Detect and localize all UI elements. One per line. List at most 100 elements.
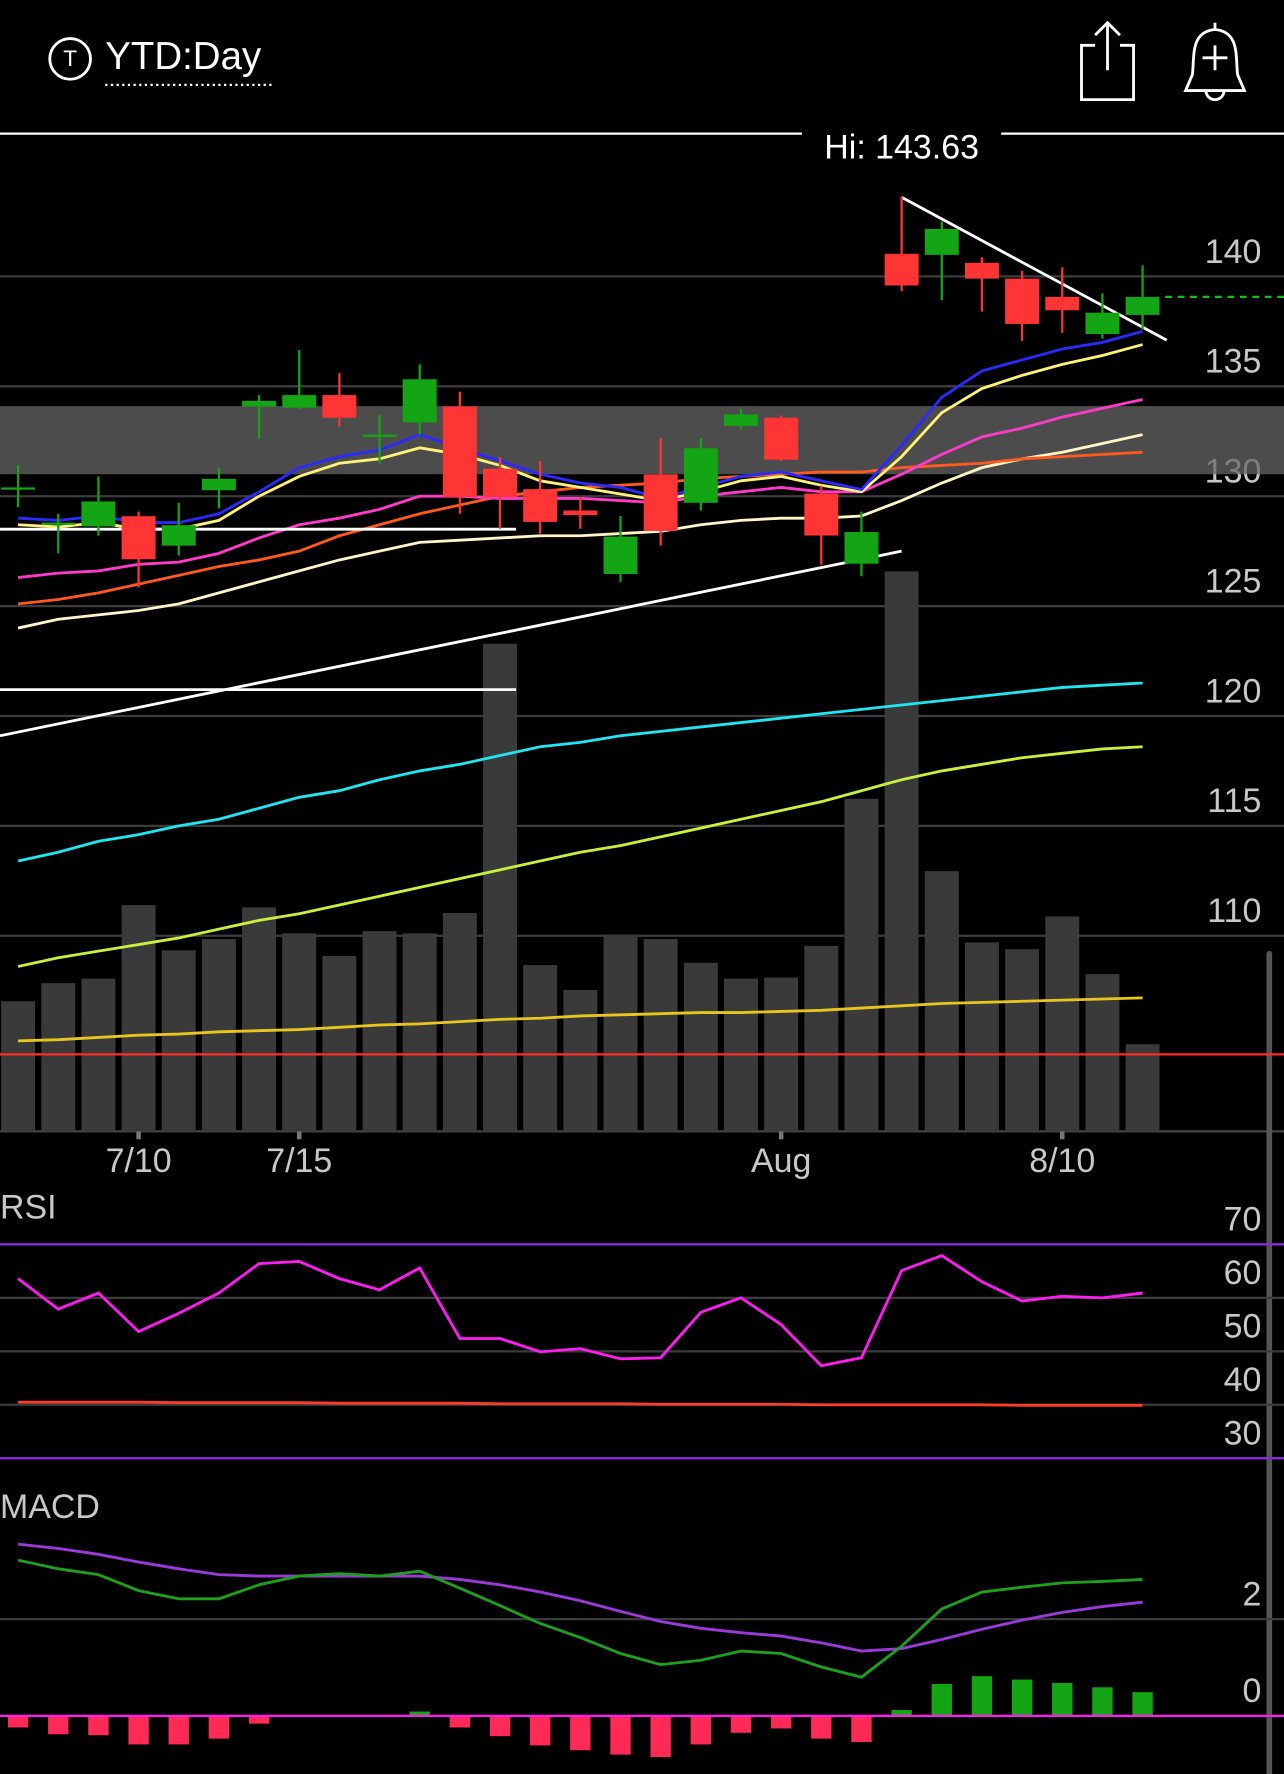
indicator-line (18, 996, 1143, 1043)
candle-body (81, 501, 116, 527)
y-tick-label: 0 (1242, 1672, 1261, 1710)
volume-bar (804, 945, 839, 1132)
panel-0: 110115120125130135140Hi: 143.637/107/15A… (0, 126, 1284, 1180)
volume-bar (402, 933, 437, 1132)
volume-bar (563, 989, 598, 1132)
y-tick-label: 30 (1224, 1415, 1262, 1453)
candle-body (844, 532, 879, 564)
volume-bar (201, 939, 236, 1132)
panel-2: 0 2 MACD (0, 1488, 1284, 1757)
indicator-line (18, 343, 1143, 531)
volume-bar (603, 934, 638, 1132)
volume-bar (282, 933, 317, 1132)
histogram-bar (449, 1715, 471, 1728)
indicator-line (17, 681, 1143, 863)
candle-body (402, 379, 437, 423)
histogram-bar (690, 1715, 712, 1745)
volume-bar (483, 643, 517, 1132)
histogram-bar (168, 1715, 189, 1745)
candle-body (362, 434, 397, 437)
candle-body (322, 395, 357, 418)
y-tick-label: 40 (1224, 1361, 1262, 1399)
candle-body (161, 525, 196, 546)
hi-label-bg (802, 126, 1002, 173)
volume-bar (242, 907, 277, 1132)
volume-bar (322, 956, 357, 1132)
y-tick-label: 110 (1207, 892, 1261, 930)
alert-button[interactable] (1183, 22, 1247, 102)
histogram-bar (650, 1715, 671, 1757)
hi-label: Hi: 143.63 (824, 128, 979, 166)
candle-body (1045, 296, 1080, 311)
x-tick-label: 8/10 (1029, 1142, 1095, 1180)
y-tick-label: 60 (1224, 1254, 1262, 1292)
candle-body (563, 510, 598, 516)
trendline (900, 196, 1168, 342)
indicator-line (17, 1558, 1143, 1679)
y-tick-label: 50 (1224, 1308, 1262, 1346)
histogram-bar (851, 1715, 872, 1742)
y-tick-label: 2 (1242, 1575, 1261, 1613)
candle-body (964, 262, 999, 279)
volume-bar (1, 1001, 36, 1132)
trendline (0, 549, 902, 738)
candle-body (442, 406, 477, 498)
volume-bar (1125, 1044, 1160, 1132)
y-tick-label: 115 (1207, 782, 1261, 820)
symbol-icon-letter: T (63, 46, 77, 71)
y-tick-label: 120 (1205, 672, 1262, 710)
histogram-bar (1052, 1682, 1073, 1716)
histogram-bar (1132, 1692, 1153, 1716)
panel-title: RSI (0, 1188, 57, 1226)
volume-bar (683, 962, 718, 1132)
candle-body (201, 478, 236, 491)
candle-body (1085, 312, 1120, 335)
histogram-bar (48, 1715, 69, 1735)
candle-body (683, 448, 718, 503)
price-zone (0, 406, 1284, 475)
share-box (1080, 43, 1135, 102)
volume-bar (964, 942, 999, 1132)
y-tick-label: 70 (1224, 1201, 1262, 1239)
symbol-icon (48, 37, 92, 81)
candle-body (523, 489, 558, 522)
x-tick-label: 7/15 (266, 1142, 332, 1180)
histogram-bar (1011, 1679, 1033, 1716)
candle-body (884, 253, 919, 286)
y-tick-label: 125 (1205, 562, 1262, 600)
candle-body (1005, 278, 1040, 324)
volume-bar (924, 871, 959, 1132)
histogram-bar (570, 1715, 591, 1751)
candle-body (483, 468, 517, 498)
histogram-bar (530, 1715, 551, 1746)
volume-bar (643, 939, 678, 1132)
candle-body (924, 228, 959, 255)
histogram-bar (891, 1710, 912, 1716)
candle-body (121, 516, 156, 560)
x-tick-label: Aug (751, 1142, 811, 1180)
indicator-line (18, 330, 1143, 524)
volume-bar (362, 931, 397, 1132)
share-button[interactable] (1080, 20, 1135, 102)
bell-plus (1202, 45, 1228, 102)
volume-bar (884, 571, 919, 1132)
indicator-line (17, 745, 1143, 968)
volume-bar (41, 983, 76, 1132)
histogram-bar (770, 1715, 792, 1729)
histogram-bar (208, 1715, 230, 1739)
candle-body (643, 474, 678, 531)
candle-body (764, 417, 799, 460)
volume-bar (1005, 949, 1040, 1132)
histogram-bar (248, 1715, 270, 1724)
indicator-line (18, 1400, 1143, 1407)
symbol-button[interactable]: T (48, 37, 92, 81)
candle-body (1, 487, 36, 490)
histogram-bar (931, 1683, 952, 1716)
timeframe-title[interactable]: YTD:Day (105, 35, 262, 78)
candle-body (603, 536, 638, 575)
volume-bar (844, 798, 879, 1132)
histogram-bar (128, 1715, 149, 1745)
volume-bar (1045, 916, 1080, 1132)
panel-1: 30 40 50 60 70 RSI (0, 1188, 1284, 1460)
